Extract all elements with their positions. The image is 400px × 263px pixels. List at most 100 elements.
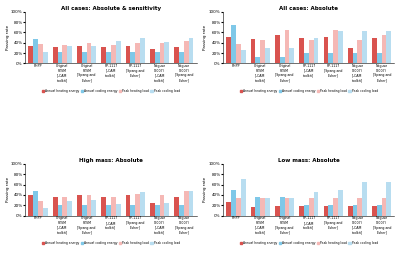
Legend: Annual heating energy, Annual cooling energy, Peak heating load, Peak cooling lo: Annual heating energy, Annual cooling en… bbox=[240, 88, 378, 93]
Bar bbox=[241, 179, 246, 216]
Bar bbox=[280, 57, 284, 63]
Bar bbox=[304, 205, 309, 216]
Bar bbox=[275, 35, 280, 63]
Bar bbox=[338, 31, 343, 63]
Bar bbox=[231, 190, 236, 216]
Bar bbox=[309, 198, 314, 216]
Bar bbox=[309, 40, 314, 63]
Bar bbox=[362, 182, 367, 216]
Bar bbox=[53, 47, 58, 63]
Legend: Annual heating energy, Annual cooling energy, Peak heating load, Peak cooling lo: Annual heating energy, Annual cooling en… bbox=[240, 241, 378, 245]
Bar bbox=[324, 37, 328, 63]
Bar bbox=[314, 192, 318, 216]
Bar bbox=[111, 197, 116, 216]
Bar bbox=[92, 200, 96, 216]
Bar bbox=[92, 46, 96, 63]
Bar bbox=[251, 39, 256, 63]
Bar bbox=[87, 195, 92, 216]
Bar bbox=[130, 52, 135, 63]
Bar bbox=[188, 38, 193, 63]
Bar bbox=[256, 57, 260, 63]
Bar bbox=[67, 201, 72, 216]
Bar bbox=[362, 31, 367, 63]
Bar bbox=[328, 205, 333, 216]
Bar bbox=[184, 191, 188, 216]
Bar bbox=[226, 202, 231, 216]
Bar bbox=[289, 198, 294, 216]
Bar bbox=[43, 208, 48, 216]
Bar bbox=[101, 197, 106, 216]
Bar bbox=[299, 206, 304, 216]
Bar bbox=[174, 47, 179, 63]
Bar bbox=[62, 45, 67, 63]
Bar bbox=[226, 37, 231, 63]
Bar bbox=[58, 205, 62, 216]
Bar bbox=[284, 30, 289, 63]
Bar bbox=[33, 191, 38, 216]
Bar bbox=[184, 41, 188, 63]
Bar bbox=[353, 53, 358, 63]
Bar bbox=[289, 48, 294, 63]
Bar bbox=[241, 50, 246, 63]
Bar bbox=[333, 30, 338, 63]
Bar bbox=[353, 205, 358, 216]
Bar bbox=[382, 36, 386, 63]
Bar bbox=[179, 205, 184, 216]
Bar bbox=[28, 195, 33, 216]
Bar bbox=[77, 195, 82, 216]
Bar bbox=[284, 198, 289, 216]
Bar bbox=[348, 48, 353, 63]
Legend: Annual heating energy, Annual cooling energy, Peak heating load, Peak cooling lo: Annual heating energy, Annual cooling en… bbox=[42, 88, 180, 93]
Bar bbox=[160, 43, 164, 63]
Bar bbox=[160, 195, 164, 216]
Bar bbox=[372, 206, 377, 216]
Bar bbox=[33, 39, 38, 63]
Bar bbox=[135, 43, 140, 63]
Bar bbox=[82, 52, 87, 63]
Bar bbox=[101, 47, 106, 63]
Bar bbox=[58, 52, 62, 63]
Bar bbox=[150, 203, 155, 216]
Y-axis label: Passing rate: Passing rate bbox=[6, 177, 10, 202]
Bar bbox=[140, 38, 145, 63]
Y-axis label: Passing rate: Passing rate bbox=[204, 177, 208, 202]
Bar bbox=[155, 52, 160, 63]
Bar bbox=[231, 25, 236, 63]
Bar bbox=[314, 38, 318, 63]
Bar bbox=[174, 197, 179, 216]
Bar bbox=[28, 46, 33, 63]
Bar bbox=[304, 53, 309, 63]
Bar bbox=[382, 198, 386, 216]
Bar bbox=[256, 197, 260, 216]
Title: High mass: Absolute: High mass: Absolute bbox=[79, 158, 143, 163]
Bar bbox=[106, 52, 111, 63]
Bar bbox=[43, 52, 48, 63]
Bar bbox=[82, 205, 87, 216]
Bar bbox=[280, 197, 284, 216]
Legend: Annual heating energy, Annual cooling energy, Peak heating load, Peak cooling lo: Annual heating energy, Annual cooling en… bbox=[42, 241, 180, 245]
Bar bbox=[251, 207, 256, 216]
Bar bbox=[155, 205, 160, 216]
Bar bbox=[299, 38, 304, 63]
Bar bbox=[111, 45, 116, 63]
Bar bbox=[358, 40, 362, 63]
Bar bbox=[236, 44, 241, 63]
Bar bbox=[140, 192, 145, 216]
Bar bbox=[135, 194, 140, 216]
Bar bbox=[324, 206, 328, 216]
Title: All cases: Absolute: All cases: Absolute bbox=[279, 6, 338, 11]
Bar bbox=[358, 198, 362, 216]
Bar bbox=[150, 49, 155, 63]
Title: Low mass: Absolute: Low mass: Absolute bbox=[278, 158, 340, 163]
Bar bbox=[164, 42, 169, 63]
Bar bbox=[67, 46, 72, 63]
Bar bbox=[164, 203, 169, 216]
Bar bbox=[38, 44, 43, 63]
Bar bbox=[386, 31, 391, 63]
Bar bbox=[53, 197, 58, 216]
Bar bbox=[179, 52, 184, 63]
Bar bbox=[77, 46, 82, 63]
Bar bbox=[130, 205, 135, 216]
Bar bbox=[116, 41, 120, 63]
Bar bbox=[87, 43, 92, 63]
